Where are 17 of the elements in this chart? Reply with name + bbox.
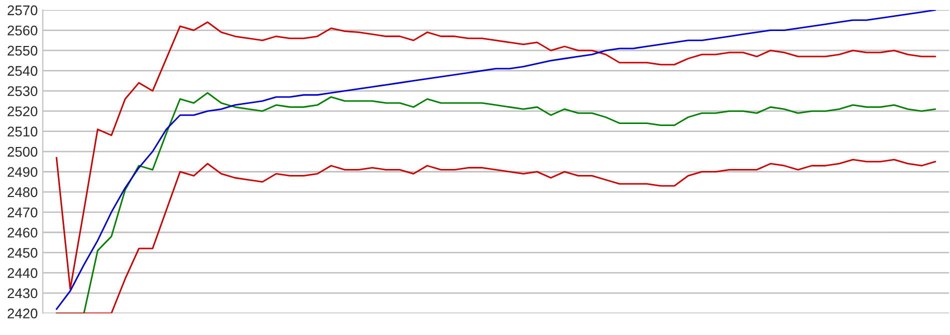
y-tick-label: 2520 [8,106,38,116]
y-tick-label: 2440 [8,268,38,278]
y-tick-label: 2550 [8,46,38,56]
y-tick-label: 2540 [8,66,38,76]
y-tick-label: 2530 [8,86,38,96]
y-tick-label: 2490 [8,167,38,177]
y-tick-label: 2460 [8,228,38,238]
y-tick-label: 2420 [8,308,38,318]
y-tick-label: 2510 [8,126,38,136]
line-series [56,158,936,314]
y-tick-label: 2430 [8,288,38,298]
y-tick-label: 2560 [8,26,38,36]
y-tick-label: 2470 [8,208,38,218]
y-tick-label: 2500 [8,146,38,157]
y-tick-label: 2480 [8,187,38,198]
y-tick-label: 2570 [8,5,38,16]
y-tick-label: 2450 [8,248,38,258]
